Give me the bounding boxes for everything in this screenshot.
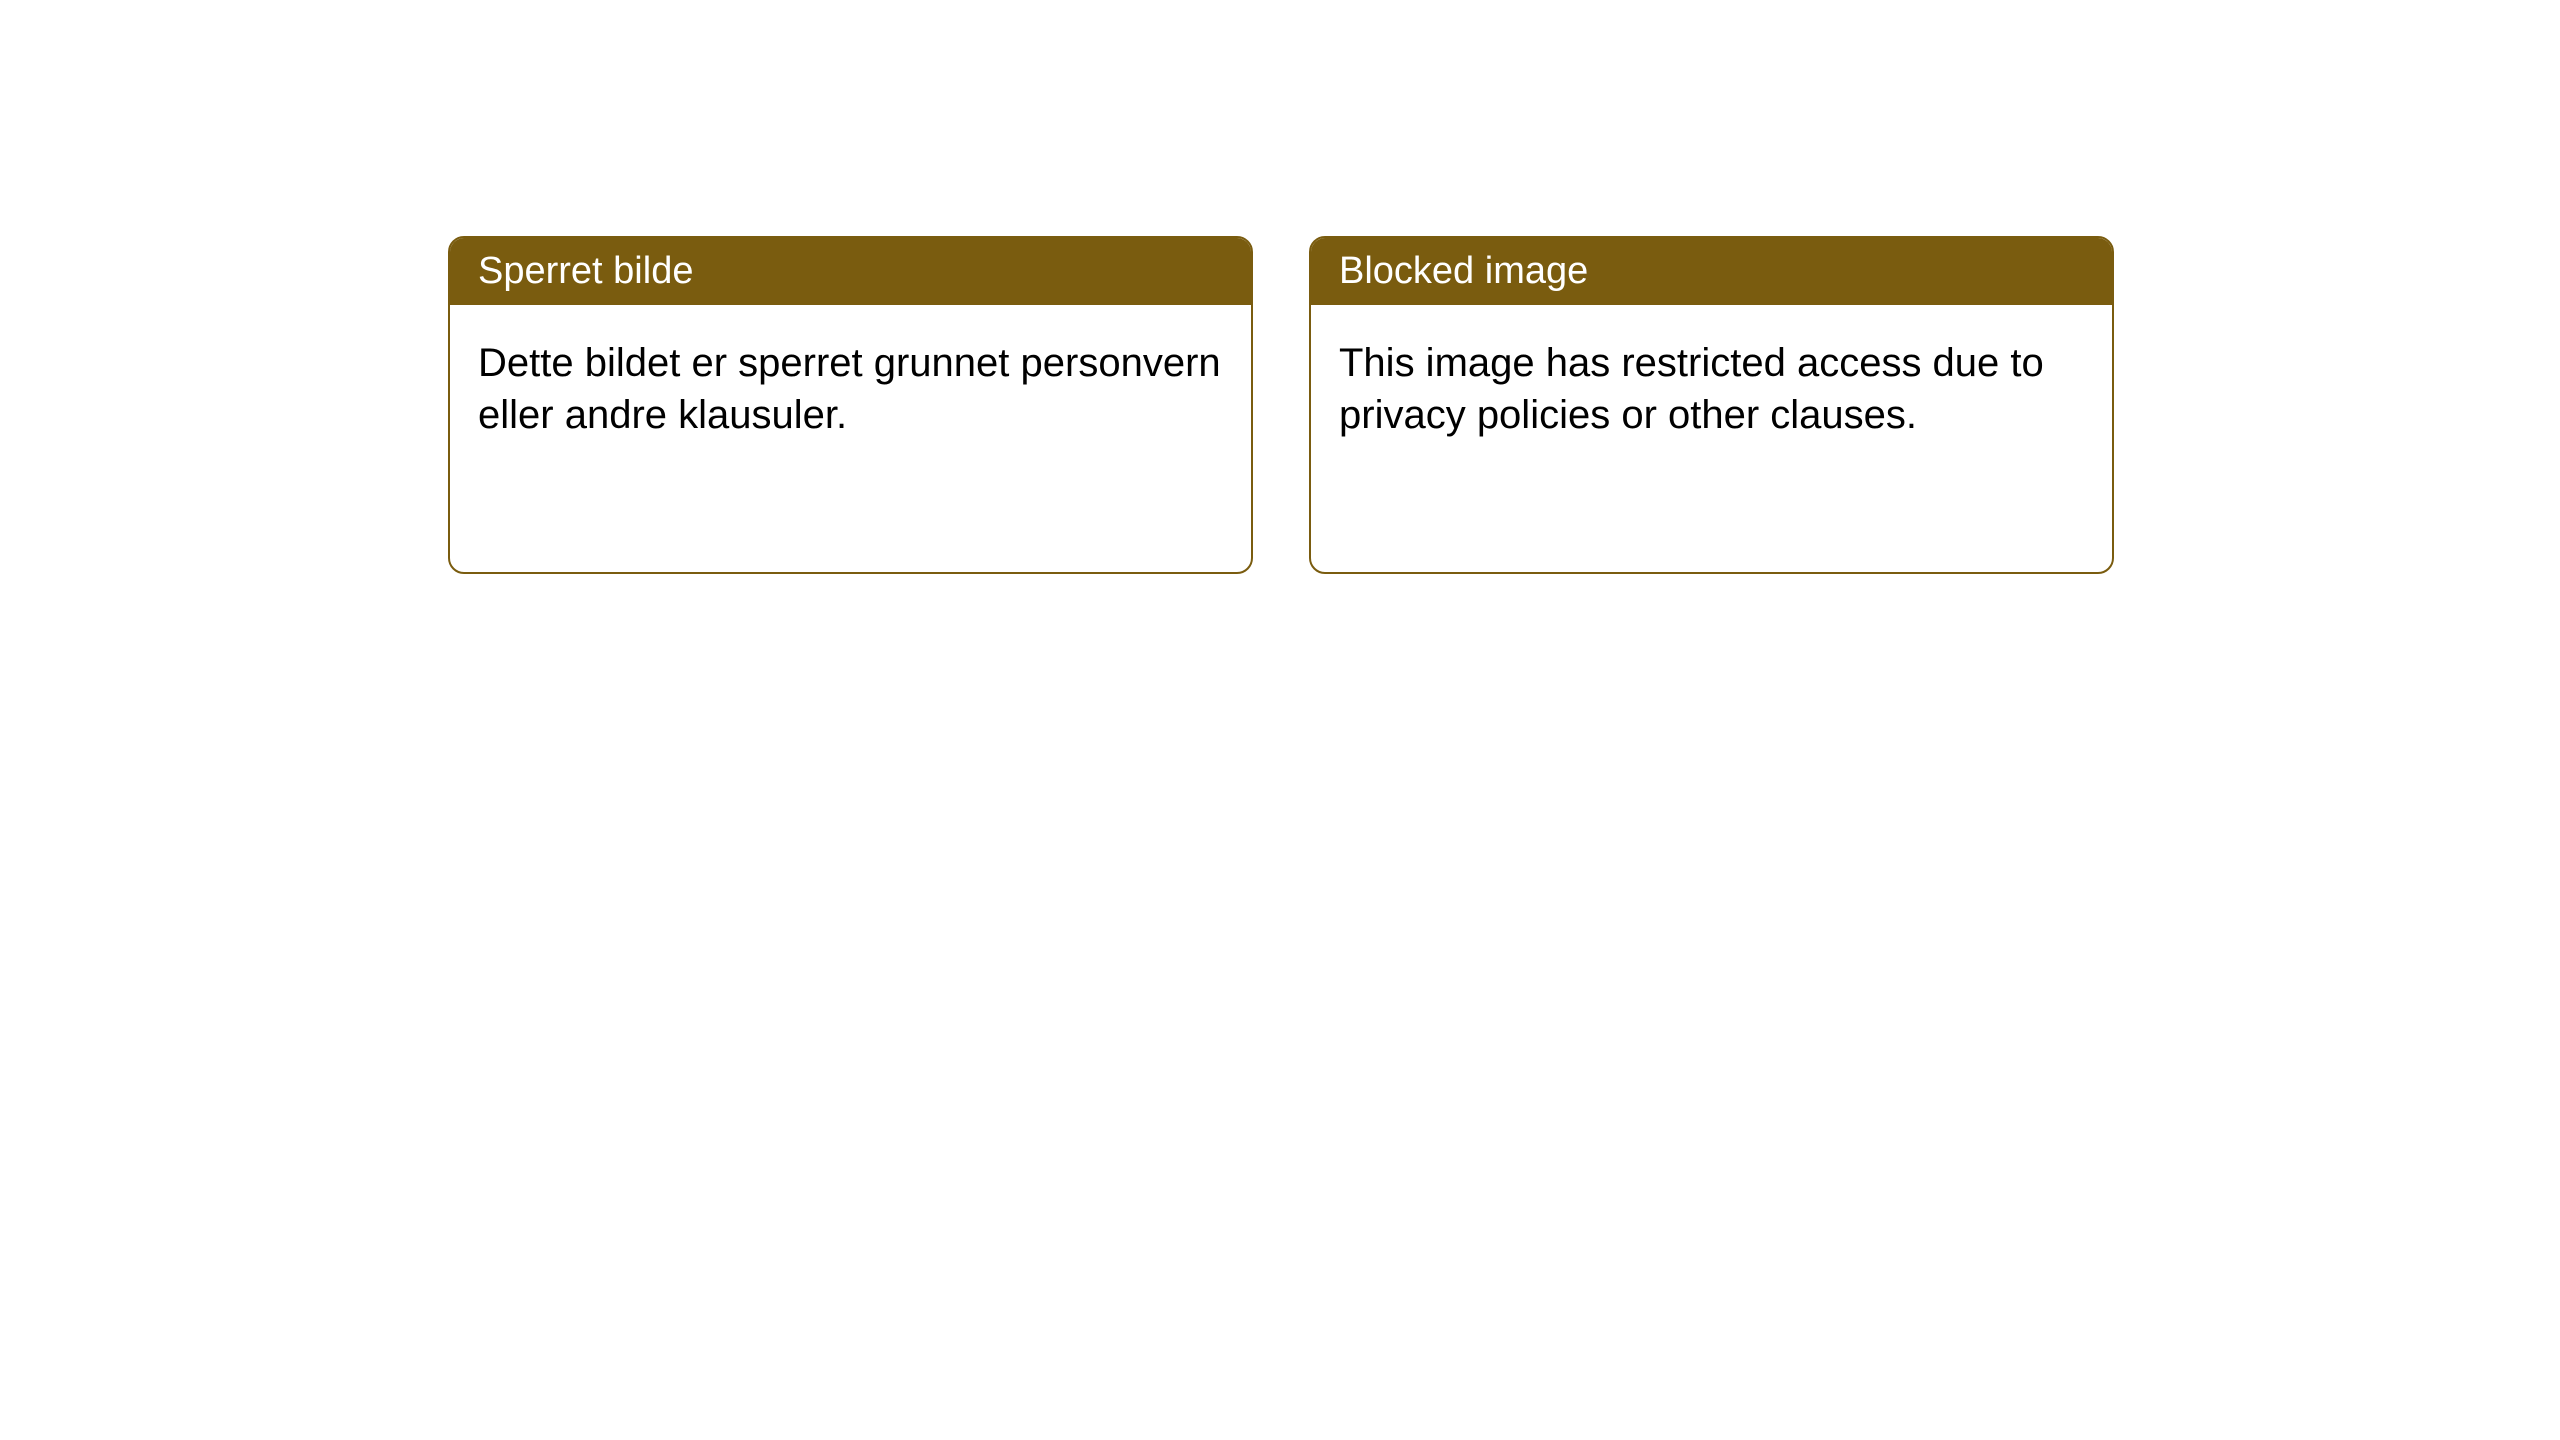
notice-title: Sperret bilde	[478, 250, 693, 292]
notice-card-norwegian: Sperret bilde Dette bildet er sperret gr…	[448, 236, 1253, 574]
notice-body-text: Dette bildet er sperret grunnet personve…	[478, 341, 1221, 437]
notice-body: This image has restricted access due to …	[1311, 305, 2112, 473]
notice-header: Sperret bilde	[450, 238, 1251, 305]
notice-card-english: Blocked image This image has restricted …	[1309, 236, 2114, 574]
notice-body-text: This image has restricted access due to …	[1339, 341, 2044, 437]
notice-cards-container: Sperret bilde Dette bildet er sperret gr…	[448, 236, 2114, 574]
notice-body: Dette bildet er sperret grunnet personve…	[450, 305, 1251, 473]
notice-title: Blocked image	[1339, 250, 1588, 292]
notice-header: Blocked image	[1311, 238, 2112, 305]
